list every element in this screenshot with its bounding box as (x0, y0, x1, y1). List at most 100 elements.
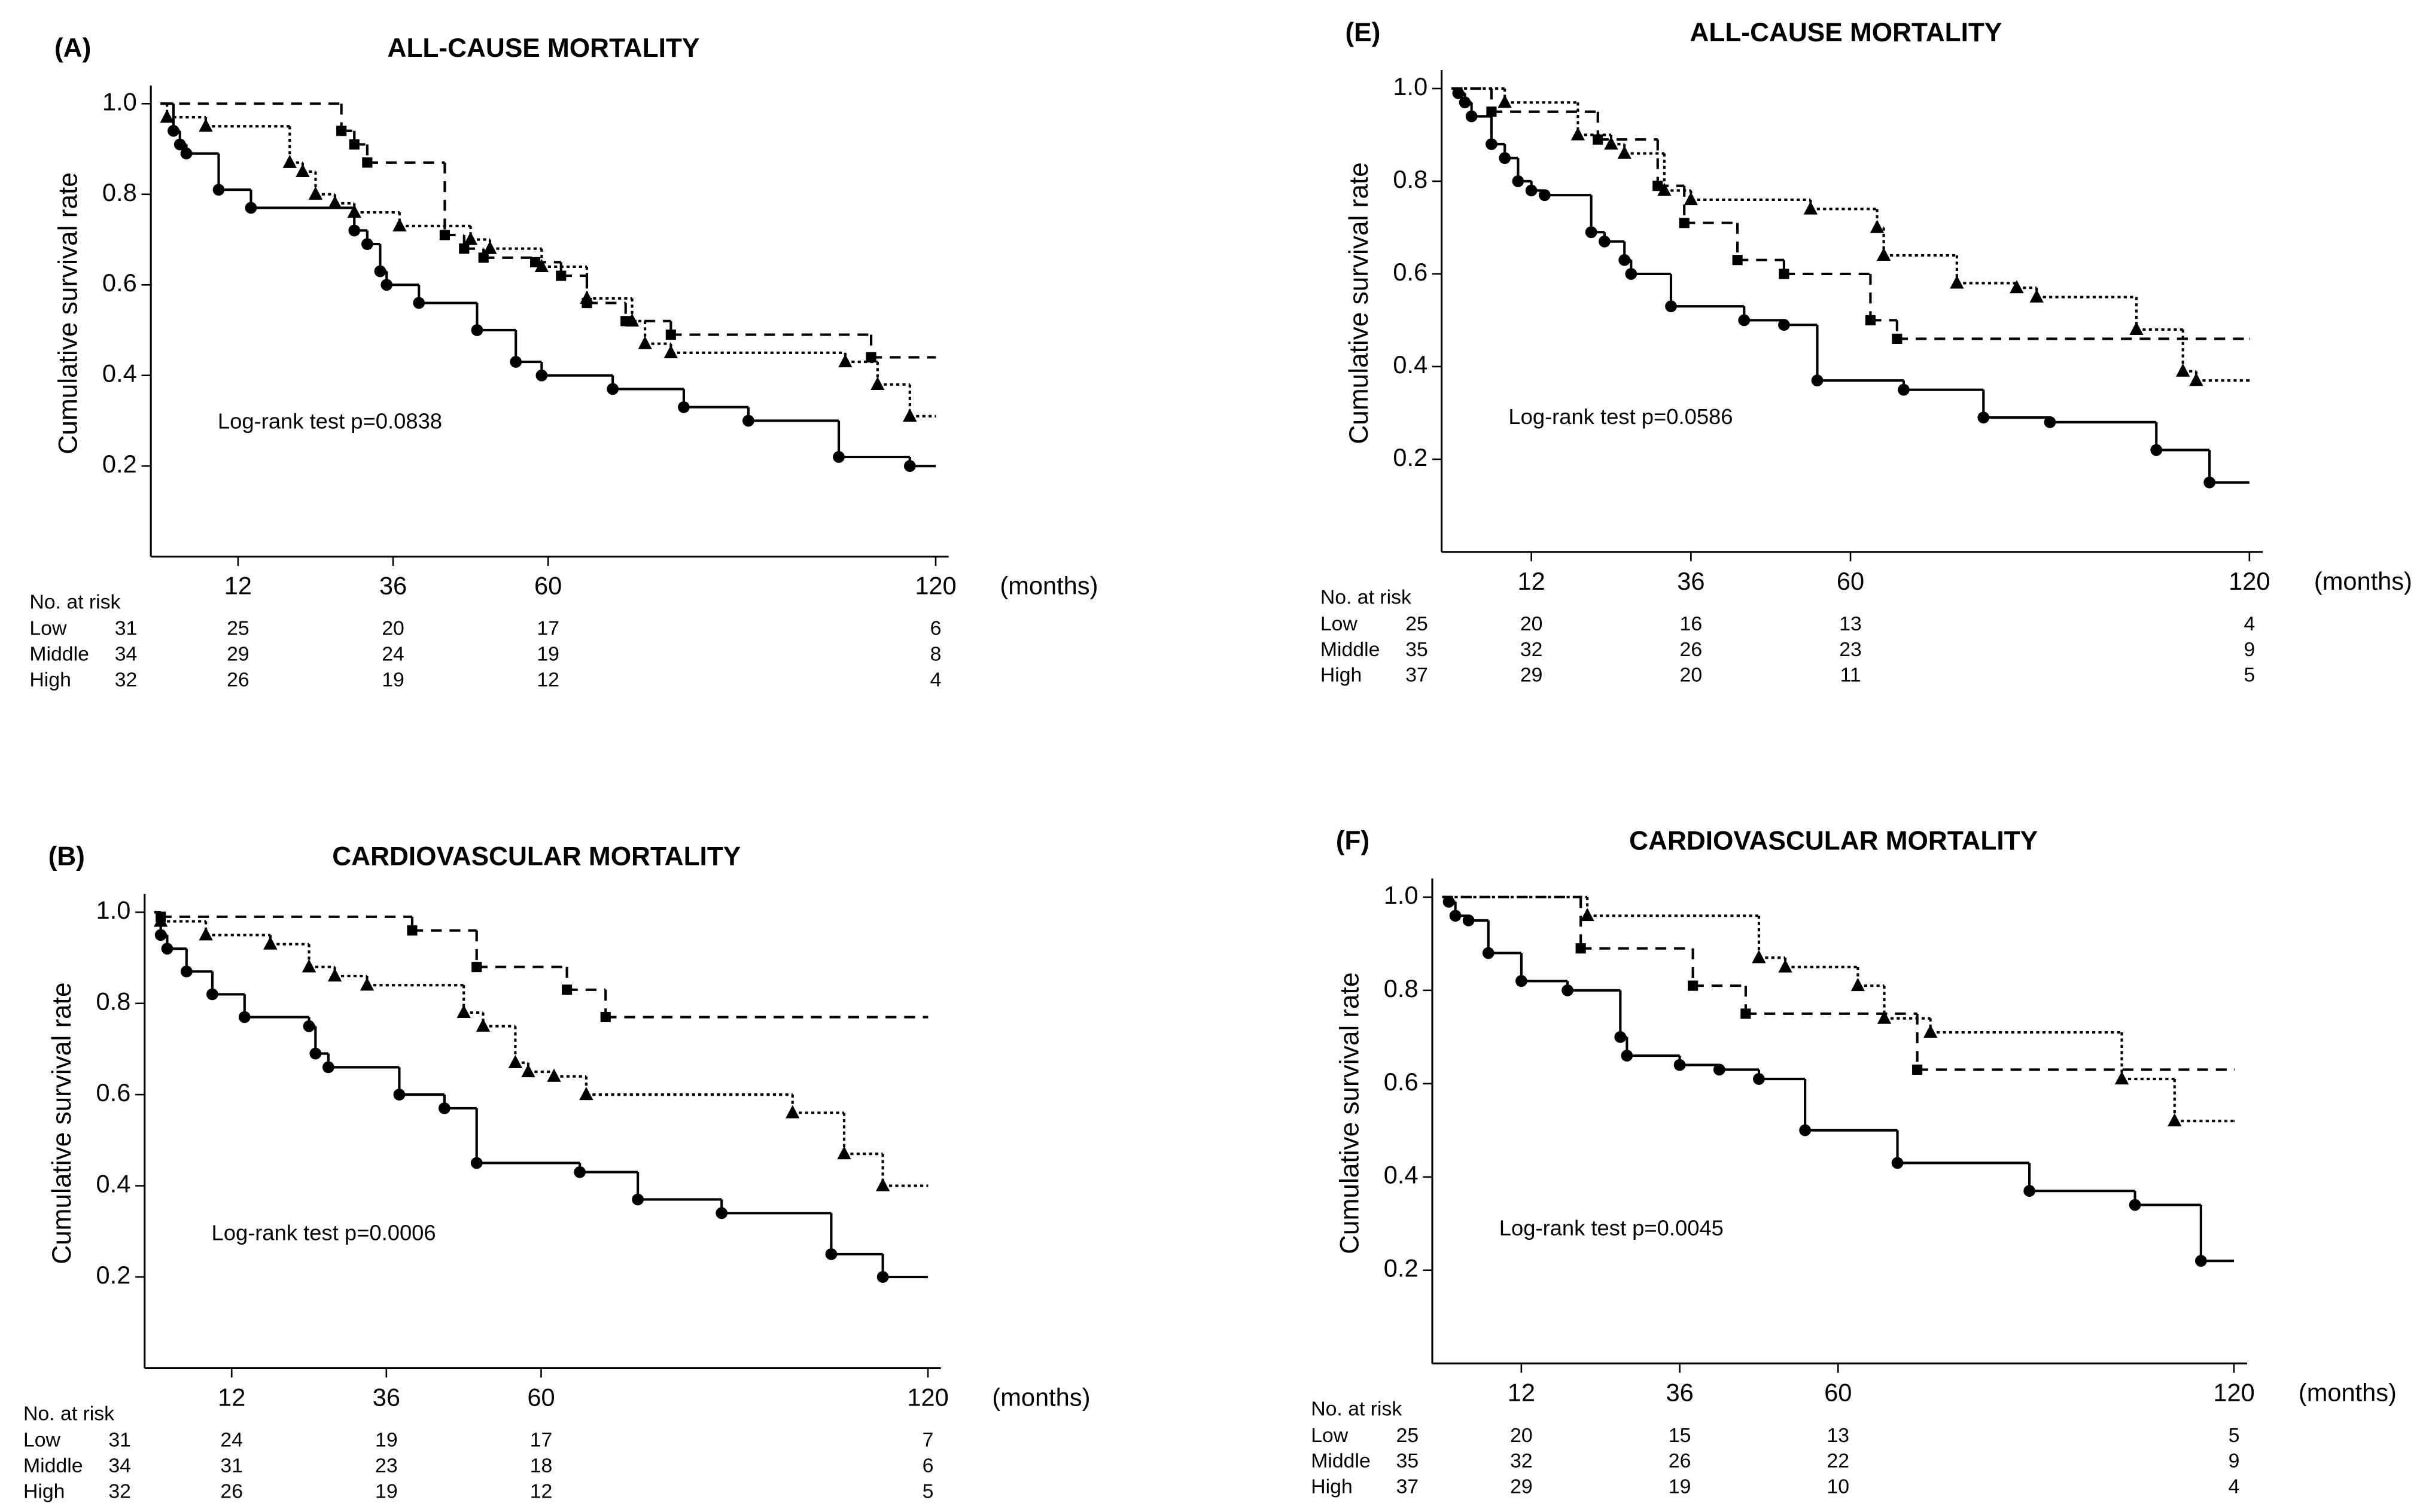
risk-count: 4 (2244, 612, 2255, 635)
marker (903, 408, 917, 422)
marker (1442, 895, 1455, 908)
risk-count: 5 (2244, 664, 2255, 687)
marker (173, 138, 186, 151)
x-tick-label: 60 (1837, 567, 1864, 595)
marker (833, 451, 845, 463)
marker (374, 265, 386, 278)
risk-count: 8 (930, 643, 942, 666)
x-unit: (months) (992, 1383, 1090, 1411)
marker (439, 230, 450, 240)
risk-count: 25 (227, 617, 249, 640)
marker (1876, 247, 1891, 261)
y-tick-label: 1.0 (96, 896, 131, 924)
risk-count: 4 (2229, 1476, 2240, 1498)
risk-count: 17 (537, 617, 559, 640)
risk-count: 15 (1669, 1424, 1691, 1447)
risk-row-label: Middle (1311, 1450, 1371, 1473)
risk-count: 20 (382, 617, 404, 640)
x-unit: (months) (2299, 1379, 2397, 1407)
risk-count: 35 (1405, 638, 1428, 661)
risk-count: 9 (2229, 1450, 2240, 1473)
chart-title: ALL-CAUSE MORTALITY (1690, 18, 2002, 47)
marker (1538, 189, 1551, 202)
risk-count: 32 (1520, 638, 1543, 661)
series (160, 102, 936, 422)
marker (866, 352, 876, 362)
risk-count: 32 (108, 1480, 131, 1502)
risk-row-label: Middle (29, 643, 89, 666)
marker (1779, 269, 1789, 279)
marker (238, 1011, 251, 1023)
x-tick-label: 60 (534, 572, 562, 600)
marker (2203, 476, 2216, 489)
marker (838, 353, 853, 368)
x-unit: (months) (2314, 567, 2412, 595)
marker (303, 1020, 315, 1032)
marker (168, 124, 179, 137)
chart-title: CARDIOVASCULAR MORTALITY (1629, 827, 2038, 856)
marker (362, 157, 373, 168)
risk-count: 19 (1669, 1476, 1691, 1498)
risk-count: 31 (220, 1454, 243, 1477)
x-tick-label: 60 (527, 1383, 555, 1411)
marker (678, 401, 690, 413)
marker (327, 968, 342, 982)
risk-row-label: High (1320, 664, 1362, 687)
marker (1877, 1010, 1892, 1024)
marker (742, 414, 754, 427)
x-tick-label: 36 (1677, 567, 1704, 595)
y-tick-label: 1.0 (1393, 72, 1427, 100)
risk-count: 20 (1510, 1424, 1533, 1447)
marker (1657, 182, 1672, 196)
series (160, 102, 936, 362)
panel: (B) CARDIOVASCULAR MORTALITY Cumulative su… (23, 842, 1090, 1503)
marker (1870, 220, 1885, 233)
marker (600, 1011, 611, 1023)
risk-count: 32 (1510, 1450, 1533, 1473)
marker (180, 147, 193, 160)
marker (336, 126, 347, 136)
marker (2189, 373, 2203, 386)
marker (459, 243, 470, 254)
marker (1850, 978, 1865, 992)
risk-count: 6 (930, 617, 942, 640)
x-tick-label: 60 (1824, 1379, 1852, 1407)
x-tick-label: 36 (373, 1383, 400, 1411)
risk-count: 9 (2244, 638, 2255, 661)
marker (296, 163, 310, 178)
y-tick-label: 1.0 (1384, 881, 1419, 909)
risk-count: 12 (530, 1480, 553, 1502)
marker (1617, 145, 1631, 159)
marker (632, 1193, 644, 1206)
marker (1688, 980, 1698, 991)
risk-row-label: Low (1320, 612, 1358, 635)
marker (1486, 138, 1497, 150)
marker (470, 1157, 483, 1169)
risk-table-label: No. at risk (1311, 1398, 1402, 1420)
risk-table-label: No. at risk (29, 591, 120, 614)
marker (580, 290, 594, 304)
risk-count: 19 (382, 669, 404, 691)
risk-count: 19 (375, 1429, 398, 1452)
marker (1740, 1008, 1751, 1019)
risk-count: 29 (227, 643, 249, 666)
y-tick-label: 0.2 (96, 1261, 131, 1289)
marker (393, 1089, 406, 1101)
risk-count: 26 (1669, 1450, 1691, 1473)
marker (786, 1105, 800, 1118)
y-tick-label: 0.6 (96, 1078, 131, 1106)
marker (407, 925, 418, 936)
x-tick-label: 120 (2213, 1379, 2254, 1407)
marker (471, 962, 482, 973)
marker (1753, 1073, 1765, 1085)
marker (1499, 152, 1511, 164)
marker (1575, 943, 1586, 954)
marker (392, 218, 407, 231)
marker (535, 369, 548, 382)
annotation: Log-rank test p=0.0006 (212, 1221, 436, 1245)
marker (1732, 255, 1743, 266)
marker (1865, 315, 1876, 326)
marker (1621, 1050, 1633, 1062)
marker (1598, 235, 1611, 248)
